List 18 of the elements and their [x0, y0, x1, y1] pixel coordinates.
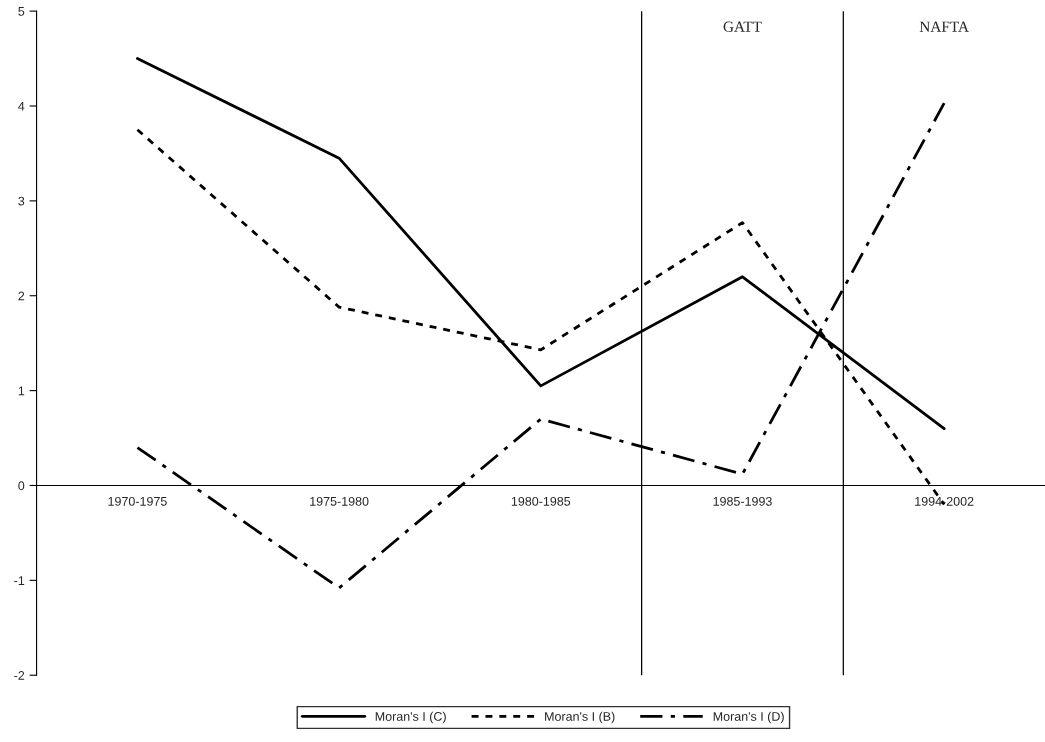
- x-tick-label: 1985-1993: [713, 496, 772, 506]
- y-tick-label: -1: [14, 576, 25, 585]
- y-tick-label: -2: [14, 671, 25, 680]
- y-tick-label: 4: [18, 101, 25, 111]
- text: Moran's I (B): [545, 711, 615, 724]
- x-tick-label: 1994-2002: [915, 496, 974, 506]
- y-tick-label: 0: [18, 481, 25, 491]
- y-tick-label: 3: [18, 196, 25, 206]
- y-tick-label: 1: [18, 386, 25, 396]
- x-tick-label: 1980-1985: [511, 496, 571, 506]
- x-tick-label: 1975-1980: [310, 496, 369, 506]
- annotation: GATT: [723, 21, 762, 32]
- annotation: NAFTA: [919, 21, 969, 32]
- y-tick-label: 5: [18, 7, 25, 16]
- legend-label: Moran's I (D): [713, 711, 784, 724]
- y-tick-label: 2: [18, 291, 25, 301]
- legend-label: Moran's I (C): [375, 711, 446, 724]
- x-tick-label: 1970-1975: [108, 496, 167, 506]
